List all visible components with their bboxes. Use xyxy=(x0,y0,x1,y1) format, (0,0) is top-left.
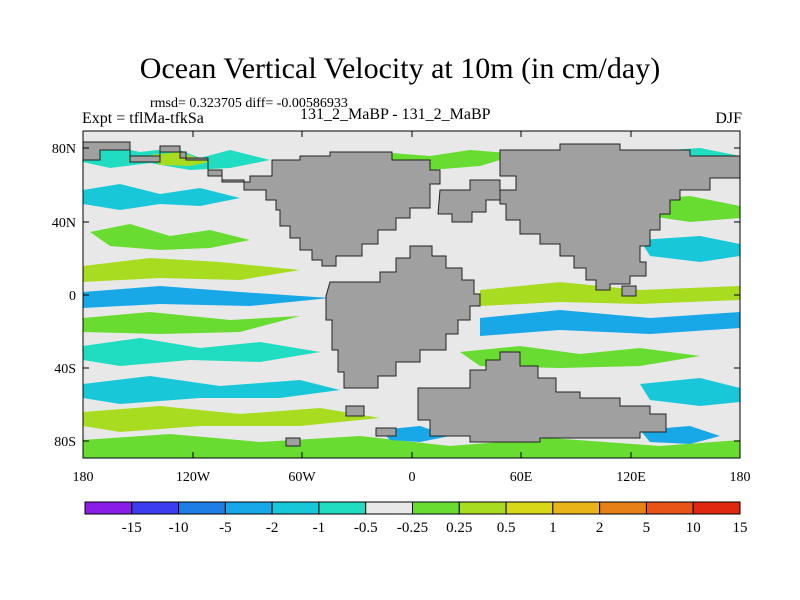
field-band-yellow xyxy=(150,152,210,166)
colorbar-label: -10 xyxy=(169,520,189,536)
field-band-blue xyxy=(640,236,740,262)
north-america-land xyxy=(82,141,441,267)
colorbar-label: 1 xyxy=(549,520,557,536)
colorbar-swatch xyxy=(645,501,694,515)
island-land xyxy=(375,427,397,437)
field-band-blue xyxy=(380,426,450,442)
colorbar-swatch xyxy=(412,501,460,515)
colorbar-swatch xyxy=(458,501,507,515)
island-land xyxy=(345,405,365,417)
field-band-blue xyxy=(640,378,740,406)
colorbar: -15 -10 -5 -2 -1 -0.5 -0.25 0.25 0.5 1 2 5 10 15 xyxy=(84,501,748,536)
colorbar-swatch xyxy=(365,501,414,515)
europe-land xyxy=(437,179,501,223)
colorbar-swatch xyxy=(131,501,180,515)
lat-label-80n: 80N xyxy=(52,142,76,157)
experiment-label: Expt = tflMa-tfkSa xyxy=(82,110,204,127)
field-band-blue xyxy=(83,184,240,210)
colorbar-label: -0.5 xyxy=(354,520,378,536)
colorbar-label: -1 xyxy=(313,520,326,536)
island-land xyxy=(621,285,637,297)
colorbar-swatch xyxy=(224,501,273,515)
lat-label-0: 0 xyxy=(69,289,76,304)
field-band-blue xyxy=(480,310,740,336)
field-band-yellow xyxy=(83,406,380,432)
island-land xyxy=(285,437,301,447)
field-band-blue xyxy=(83,286,330,308)
colorbar-label: -5 xyxy=(219,520,232,536)
lon-label-180e: 180 xyxy=(730,470,751,485)
field-band-green xyxy=(83,312,300,334)
colorbar-label: -15 xyxy=(122,520,142,536)
lat-label-40n: 40N xyxy=(52,216,76,231)
colorbar-label: 15 xyxy=(733,520,748,536)
colorbar-swatch xyxy=(271,501,320,515)
land-masses xyxy=(82,141,741,447)
run-comparison-label: 131_2_MaBP - 131_2_MaBP xyxy=(300,106,491,123)
field-band-blue xyxy=(83,376,340,404)
lat-label-80s: 80S xyxy=(54,435,76,450)
colorbar-swatch xyxy=(692,501,741,515)
lon-label-60e: 60E xyxy=(510,470,533,485)
lon-label-60w: 60W xyxy=(288,470,316,485)
colorbar-swatch xyxy=(599,501,647,515)
colorbar-label: 0.25 xyxy=(446,520,472,536)
field-band-green xyxy=(90,224,250,250)
colorbar-swatch xyxy=(84,501,133,515)
lon-label-0: 0 xyxy=(409,470,416,485)
southern-continent-land xyxy=(325,245,481,389)
season-label: DJF xyxy=(715,110,742,127)
field-band-yellow xyxy=(83,258,300,282)
field-band-yellow xyxy=(480,282,740,306)
colorbar-label: -0.25 xyxy=(397,520,428,536)
colorbar-label: 10 xyxy=(686,520,701,536)
lon-label-120e: 120E xyxy=(616,470,646,485)
colorbar-label: 5 xyxy=(643,520,651,536)
lat-label-40s: 40S xyxy=(54,362,76,377)
colorbar-label: -2 xyxy=(266,520,279,536)
longitude-axis: 180 120W 60W 0 60E 120E 180 xyxy=(73,131,751,485)
map-title: Ocean Vertical Velocity at 10m (in cm/da… xyxy=(139,52,661,85)
field-band-cyan xyxy=(83,338,320,366)
colorbar-label: 0.5 xyxy=(497,520,516,536)
colorbar-swatch xyxy=(178,501,226,515)
latitude-axis: 80N 40N 0 40S 80S xyxy=(52,142,740,450)
colorbar-label: 2 xyxy=(596,520,604,536)
lon-label-180w: 180 xyxy=(73,470,94,485)
colorbar-swatch xyxy=(552,501,601,515)
antarctic-land xyxy=(417,351,667,443)
lon-label-120w: 120W xyxy=(176,470,211,485)
field-band-green xyxy=(83,434,740,458)
stats-line: rmsd= 0.323705 diff= -0.00586933 xyxy=(150,96,348,111)
colorbar-swatch xyxy=(318,501,367,515)
colorbar-swatch xyxy=(505,501,554,515)
